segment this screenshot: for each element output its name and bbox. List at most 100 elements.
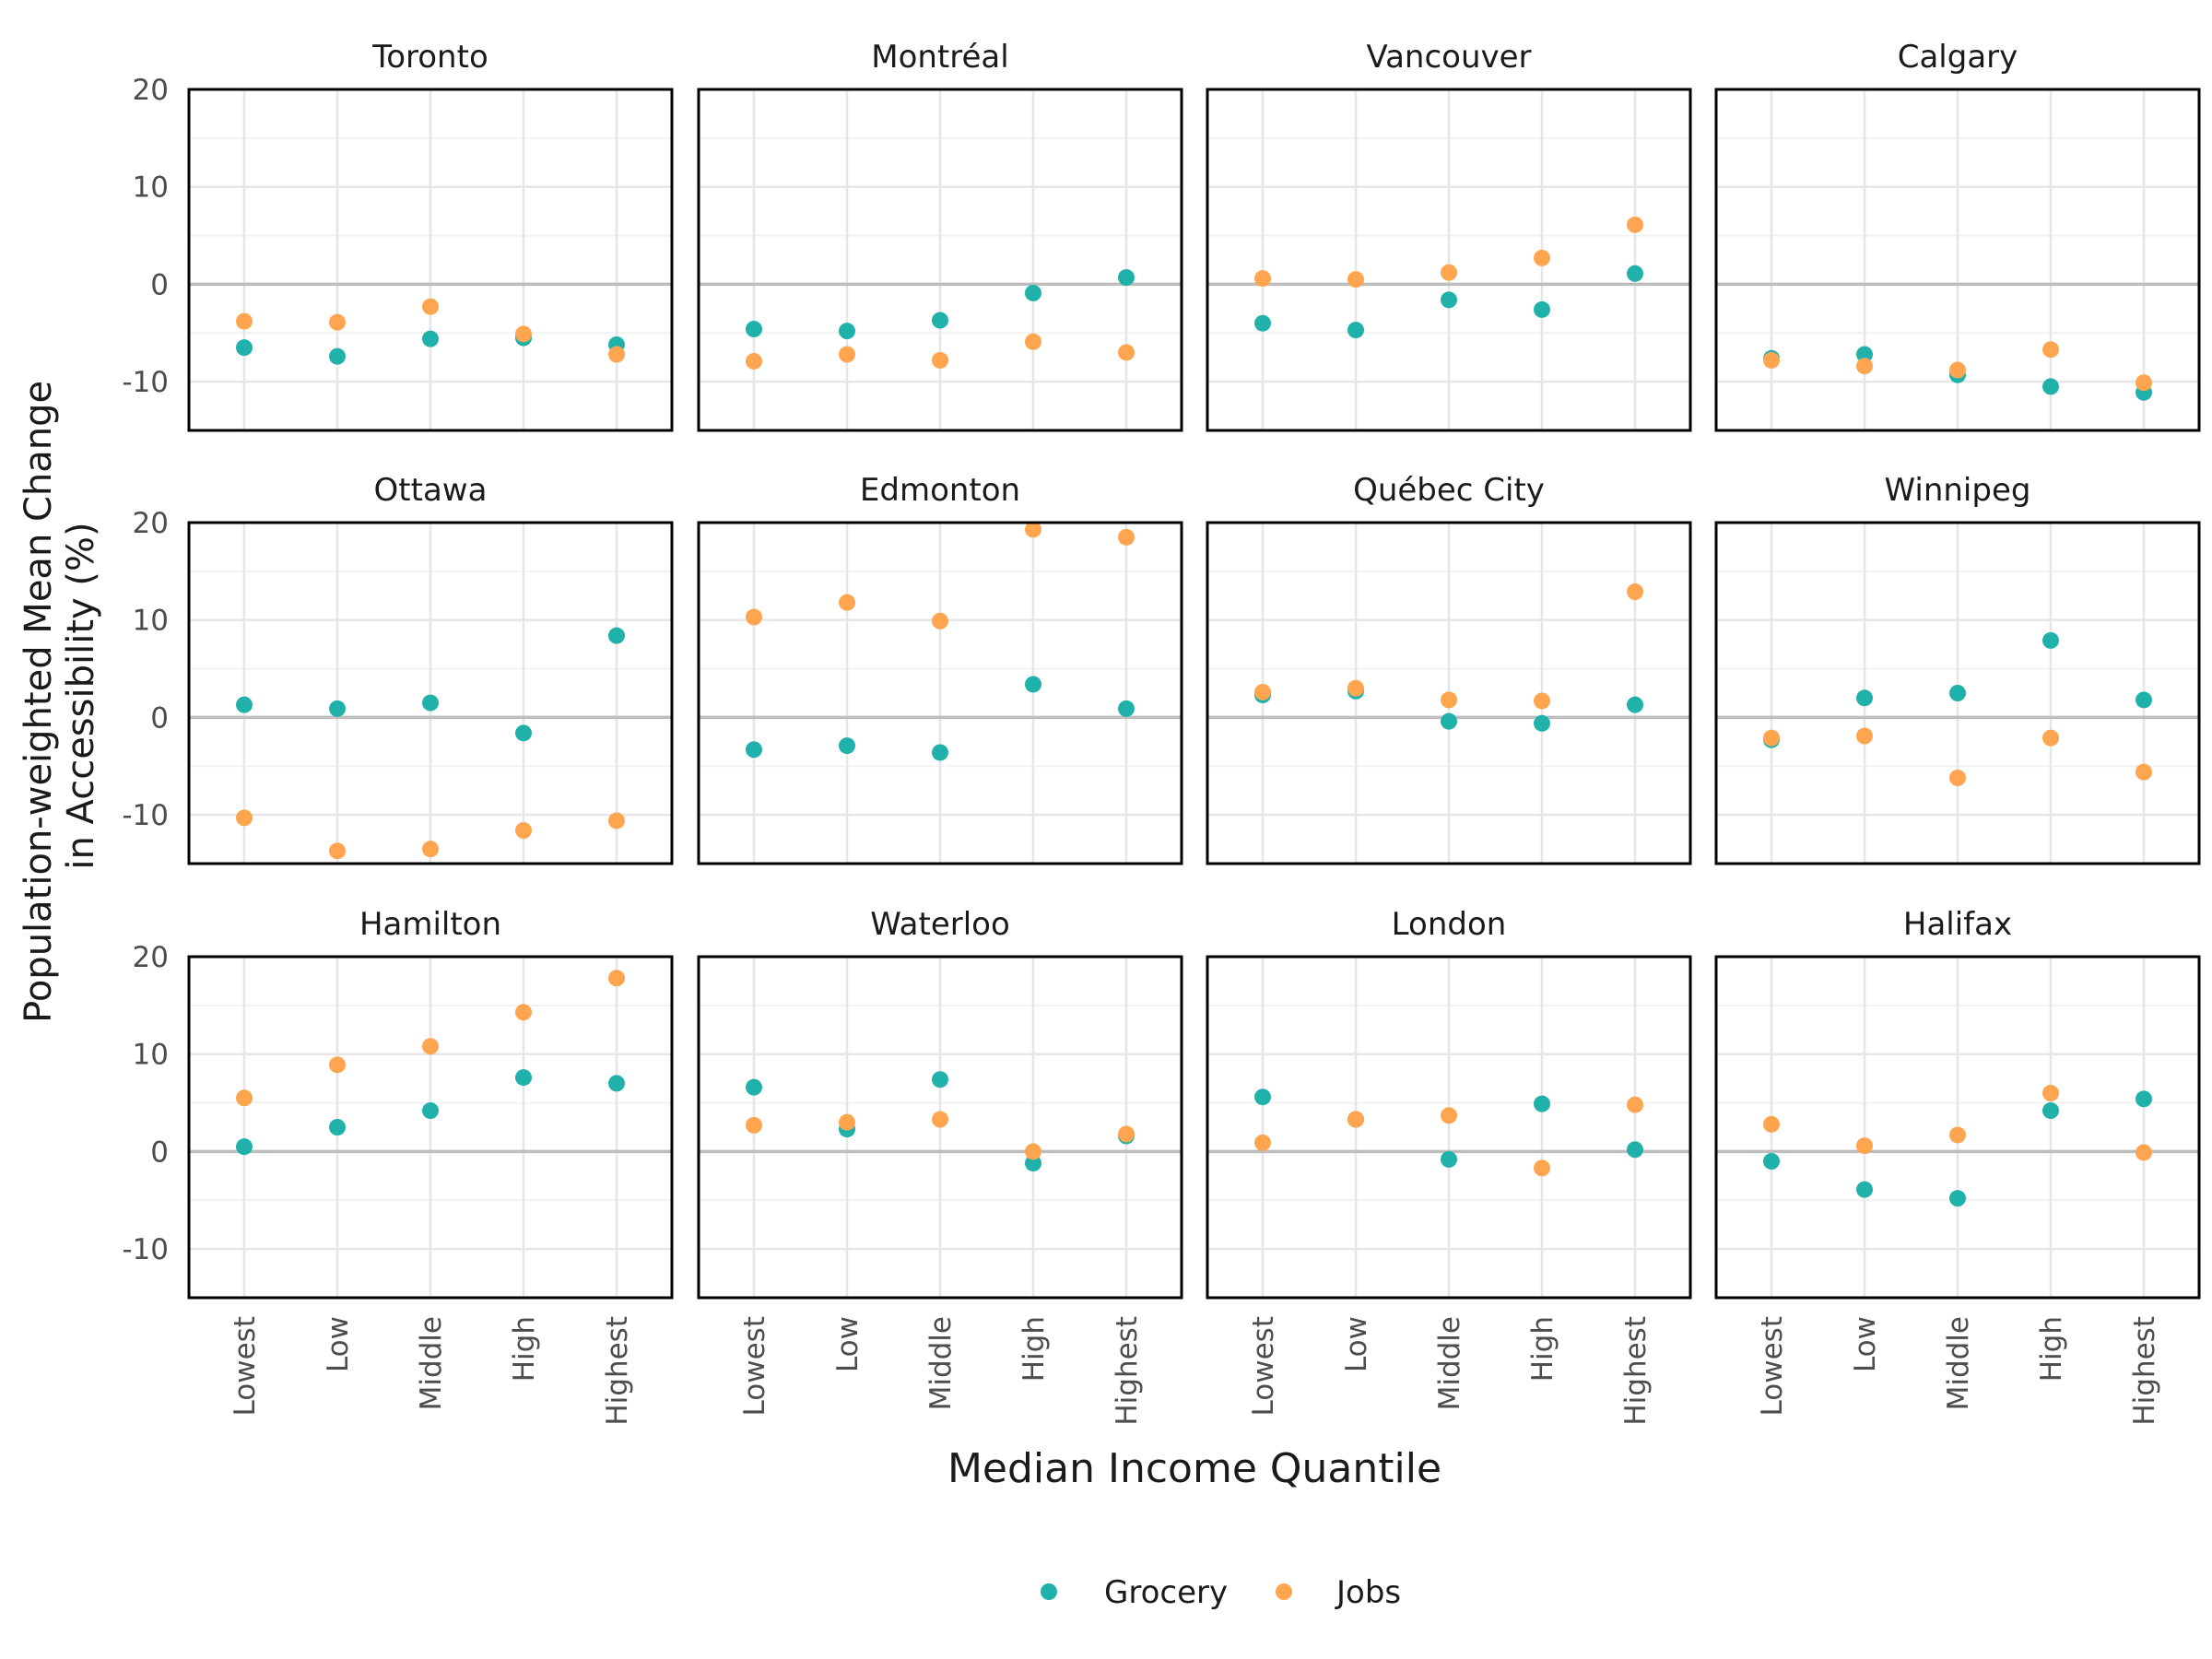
- y-tick-label: 10: [133, 605, 169, 638]
- point-grocery-middle: [1441, 1150, 1457, 1168]
- x-tick-label-high: High: [2035, 1316, 2068, 1382]
- point-grocery-high: [515, 724, 532, 742]
- point-grocery-high: [1534, 1095, 1550, 1112]
- legend-key-jobs: [1276, 1583, 1292, 1600]
- point-grocery-high: [515, 1069, 532, 1087]
- x-tick-label-lowest: Lowest: [229, 1316, 262, 1416]
- point-grocery-highest: [1118, 269, 1135, 287]
- facet-title-edmonton: Edmonton: [860, 472, 1020, 509]
- facet-ottawa: Ottawa 20 10 0 -10: [122, 472, 674, 865]
- facet-london: London Lowest Low Middle High Highest: [1206, 906, 1692, 1426]
- y-tick-label: 0: [150, 701, 169, 735]
- point-grocery-lowest: [746, 321, 762, 338]
- legend-label-jobs: Jobs: [1335, 1574, 1401, 1611]
- point-grocery-middle: [422, 1102, 439, 1120]
- point-jobs-middle: [932, 351, 948, 369]
- point-grocery-lowest: [746, 741, 762, 759]
- x-tick-label-high: High: [508, 1316, 541, 1382]
- facet-montreal: Montréal: [697, 39, 1183, 432]
- panel-border: [697, 521, 1183, 865]
- point-grocery-low: [839, 737, 855, 755]
- point-jobs-low: [329, 313, 346, 331]
- y-axis-title-line-2: in Accessibility (%): [60, 522, 102, 869]
- y-tick-label: 20: [133, 941, 169, 974]
- point-jobs-high: [1534, 692, 1550, 710]
- y-tick-label: -10: [122, 799, 169, 832]
- panel-border: [1206, 955, 1692, 1300]
- y-tick-label: 20: [133, 74, 169, 107]
- panel-border: [697, 88, 1183, 432]
- legend-label-grocery: Grocery: [1104, 1574, 1228, 1611]
- x-tick-label-middle: Middle: [415, 1316, 448, 1410]
- point-jobs-highest: [1118, 528, 1135, 546]
- x-tick-label-lowest: Lowest: [738, 1316, 771, 1416]
- point-grocery-high: [2042, 378, 2059, 395]
- point-grocery-low: [1856, 1181, 1873, 1198]
- point-grocery-middle: [422, 694, 439, 712]
- facet-title-hamilton: Hamilton: [359, 906, 501, 943]
- facet-title-halifax: Halifax: [1903, 906, 2012, 943]
- point-grocery-middle: [1949, 1190, 1966, 1207]
- point-jobs-high: [2042, 341, 2059, 359]
- facet-title-ottawa: Ottawa: [374, 472, 488, 509]
- point-jobs-low: [1347, 271, 1364, 288]
- point-jobs-low: [329, 1056, 346, 1074]
- point-jobs-middle: [1949, 769, 1966, 786]
- point-jobs-lowest: [236, 1089, 253, 1107]
- panel-border: [187, 521, 674, 865]
- point-grocery-highest: [2136, 691, 2152, 709]
- point-jobs-high: [1534, 1159, 1550, 1177]
- point-grocery-high: [2042, 631, 2059, 649]
- point-jobs-high: [515, 1004, 532, 1021]
- point-grocery-highest: [1627, 1141, 1643, 1159]
- point-grocery-high: [1534, 300, 1550, 318]
- facet-halifax: Halifax Lowest Low Middle High Highest: [1714, 906, 2201, 1426]
- panel-border: [1714, 955, 2201, 1300]
- legend-key-grocery: [1041, 1583, 1057, 1600]
- point-jobs-lowest: [1254, 1134, 1271, 1151]
- point-grocery-lowest: [236, 339, 253, 357]
- point-grocery-middle: [1441, 291, 1457, 309]
- point-grocery-lowest: [236, 696, 253, 713]
- point-grocery-lowest: [1254, 1088, 1271, 1106]
- point-jobs-high: [515, 822, 532, 840]
- x-tick-label-middle: Middle: [924, 1316, 958, 1410]
- point-grocery-lowest: [746, 1078, 762, 1096]
- point-jobs-middle: [422, 841, 439, 858]
- point-jobs-lowest: [746, 608, 762, 626]
- x-tick-label-low: Low: [1340, 1316, 1373, 1372]
- point-jobs-middle: [422, 298, 439, 315]
- facet-toronto: Toronto 20 10 0 -10: [122, 39, 674, 432]
- x-tick-label-highest: Highest: [1619, 1316, 1653, 1426]
- y-axis-title-line-1: Population-weighted Mean Change: [18, 381, 60, 1023]
- y-tick-label: 20: [133, 507, 169, 540]
- point-grocery-lowest: [236, 1138, 253, 1156]
- point-grocery-highest: [1118, 700, 1135, 717]
- point-grocery-low: [1347, 322, 1364, 339]
- x-tick-label-middle: Middle: [1433, 1316, 1466, 1410]
- point-jobs-highest: [2136, 763, 2152, 781]
- point-grocery-low: [329, 347, 346, 365]
- point-jobs-lowest: [1763, 351, 1780, 369]
- point-grocery-low: [329, 1119, 346, 1135]
- facet-title-winnipeg: Winnipeg: [1885, 472, 2031, 509]
- point-grocery-high: [1534, 714, 1550, 732]
- point-grocery-highest: [1627, 696, 1643, 713]
- point-jobs-highest: [1118, 344, 1135, 361]
- panel-border: [1714, 88, 2201, 432]
- point-grocery-lowest: [1763, 1153, 1780, 1170]
- point-jobs-high: [515, 325, 532, 343]
- point-grocery-middle: [1441, 712, 1457, 730]
- facet-waterloo: Waterloo Lowest Low Middle High Highest: [697, 906, 1183, 1426]
- panel-border: [187, 88, 674, 432]
- point-jobs-high: [1534, 249, 1550, 266]
- x-tick-label-low: Low: [831, 1316, 865, 1372]
- y-tick-label: 0: [150, 268, 169, 301]
- point-jobs-highest: [608, 970, 625, 987]
- point-grocery-low: [839, 323, 855, 340]
- point-jobs-lowest: [746, 1116, 762, 1134]
- x-tick-label-lowest: Lowest: [1756, 1316, 1789, 1416]
- point-jobs-low: [1347, 1111, 1364, 1128]
- point-grocery-high: [1025, 676, 1041, 693]
